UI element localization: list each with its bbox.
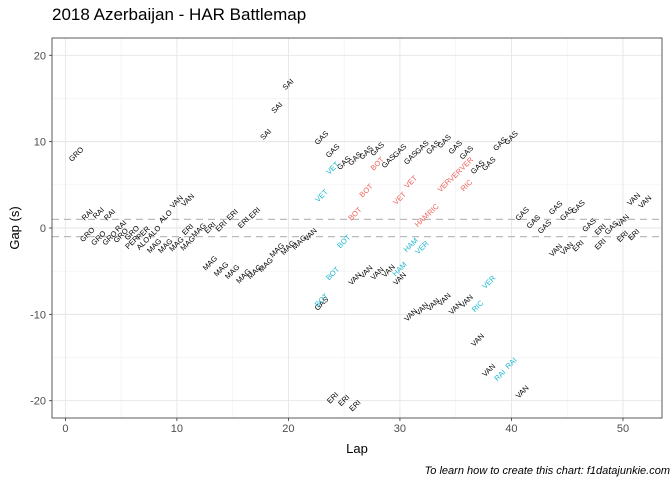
y-axis-title: Gap (s)	[7, 206, 22, 249]
x-axis-ticks: 0 10 20 30 40 50	[62, 418, 629, 435]
y-tick-label: 10	[34, 137, 46, 149]
x-tick-label: 0	[62, 423, 68, 435]
y-tick-label: -20	[30, 396, 46, 408]
x-axis-title: Lap	[346, 441, 368, 456]
reference-lines	[52, 218, 662, 238]
x-tick-label: 30	[394, 423, 406, 435]
chart-caption: To learn how to create this chart: f1dat…	[425, 465, 670, 477]
x-tick-label: 40	[505, 423, 517, 435]
grid-major	[52, 38, 662, 418]
x-tick-label: 10	[171, 423, 183, 435]
y-tick-label: -10	[30, 309, 46, 321]
x-tick-label: 20	[282, 423, 294, 435]
y-axis-ticks: -20 -10 0 10 20	[30, 50, 52, 408]
y-tick-label: 20	[34, 50, 46, 62]
chart-title: 2018 Azerbaijan - HAR Battlemap	[52, 5, 306, 24]
x-tick-label: 50	[617, 423, 629, 435]
y-tick-label: 0	[40, 223, 46, 235]
